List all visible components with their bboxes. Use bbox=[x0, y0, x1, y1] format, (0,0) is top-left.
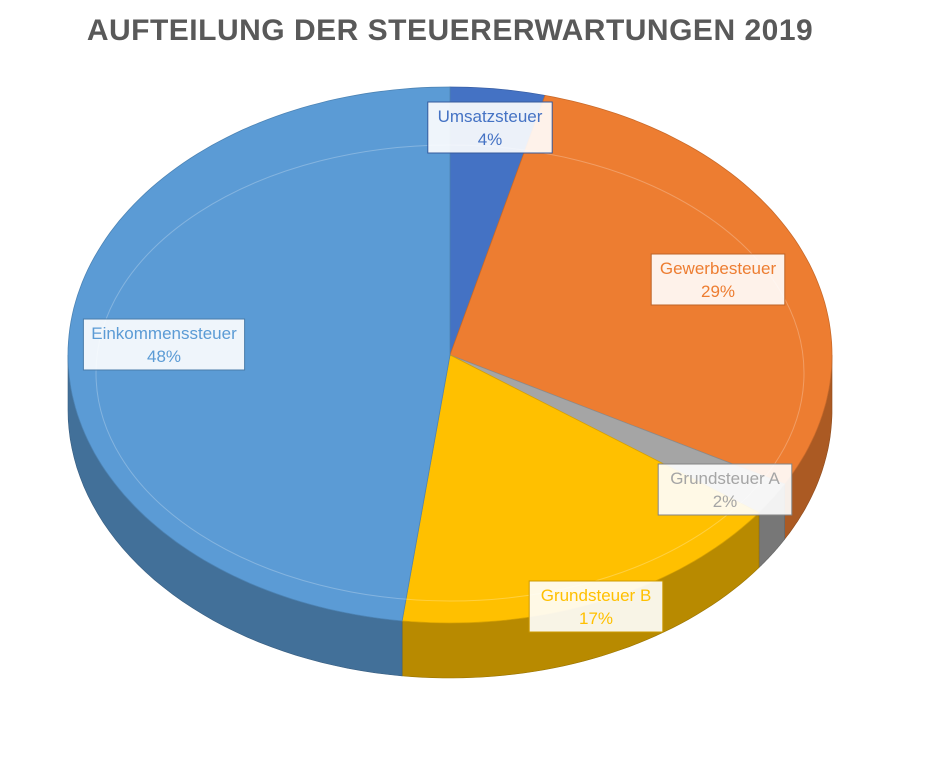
data-label-box bbox=[650, 253, 786, 306]
data-label-name: Gewerbesteuer bbox=[660, 259, 777, 278]
data-label-umsatzsteuer: Umsatzsteuer 4% bbox=[427, 101, 553, 154]
data-label-gewerbesteuer: Gewerbesteuer 29% bbox=[650, 253, 786, 306]
data-label-grundsteuer-a: Grundsteuer A 2% bbox=[657, 463, 793, 516]
pie-slice-gewerbesteuer bbox=[449, 94, 833, 485]
data-label-box bbox=[528, 580, 664, 633]
data-label-name: Umsatzsteuer bbox=[438, 107, 543, 126]
pie-side-layer bbox=[67, 354, 833, 679]
data-label-value: 2% bbox=[713, 492, 738, 511]
pie-slice-umsatzsteuer bbox=[449, 86, 546, 356]
data-label-einkommenssteuer: Einkommenssteuer 48% bbox=[82, 318, 246, 371]
data-label-name: Einkommenssteuer bbox=[91, 324, 237, 343]
data-label-grundsteuer-b: Grundsteuer B 17% bbox=[528, 580, 664, 633]
data-label-box bbox=[657, 463, 793, 516]
data-label-name: Grundsteuer B bbox=[541, 586, 652, 605]
data-label-box bbox=[82, 318, 246, 371]
data-label-box bbox=[427, 101, 553, 154]
pie-slice-einkommenssteuer bbox=[67, 86, 451, 622]
data-label-value: 4% bbox=[478, 130, 503, 149]
data-label-value: 29% bbox=[701, 282, 735, 301]
chart-title: AUFTEILUNG DER STEUERERWARTUNGEN 2019 bbox=[86, 14, 814, 47]
data-label-name: Grundsteuer A bbox=[670, 469, 780, 488]
data-label-value: 17% bbox=[579, 609, 613, 628]
pie-label-layer: Umsatzsteuer 4% Gewerbesteuer 29% Grundsteue… bbox=[82, 101, 793, 633]
data-label-value: 48% bbox=[147, 347, 181, 366]
